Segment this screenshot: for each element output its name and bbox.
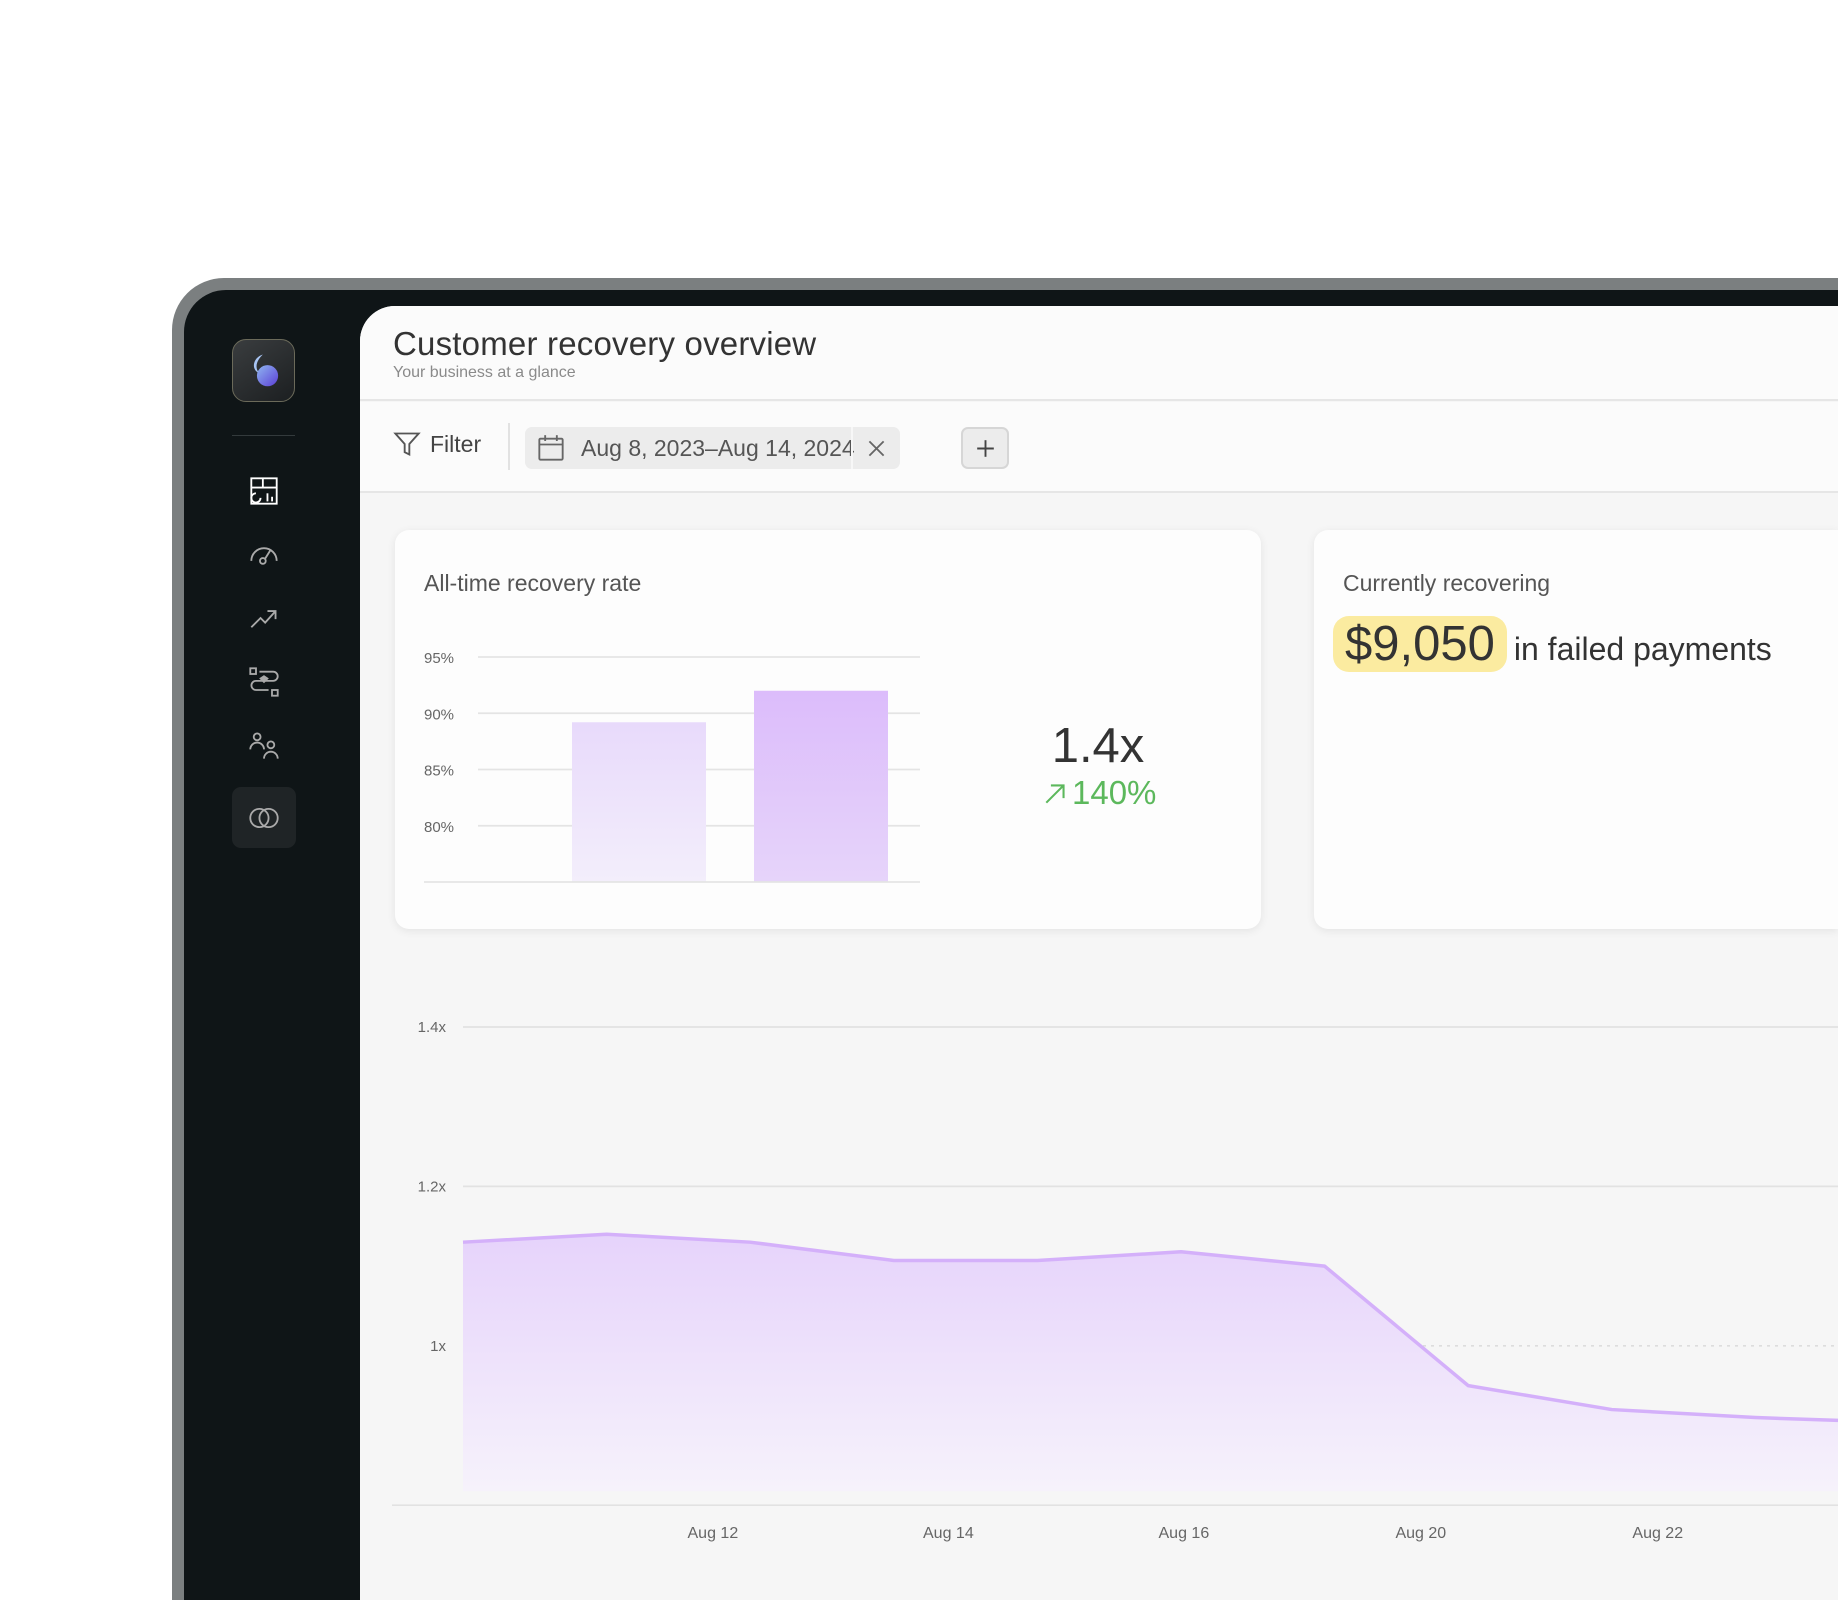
page-subtitle: Your business at a glance (393, 364, 576, 381)
bar-y-tick-label: 85% (424, 763, 454, 780)
sidebar-item-trends[interactable] (232, 587, 296, 648)
change-value: 140% (1072, 774, 1157, 811)
recovery-multiplier: 1.4x 140% (981, 530, 1215, 929)
recovering-amount: $9,050 (1333, 616, 1507, 672)
overlap-circles-icon (249, 807, 279, 828)
bar (754, 690, 888, 882)
logo-icon (253, 354, 278, 386)
recovery-rate-title: All-time recovery rate (424, 570, 642, 596)
x-tick-label: Aug 16 (1159, 1525, 1210, 1542)
sidebar-divider (232, 435, 295, 436)
x-tick-label: Aug 14 (923, 1525, 974, 1542)
date-range-chip[interactable]: Aug 8, 2023–Aug 14, 2024 (525, 427, 900, 469)
change-indicator: 140% (1044, 774, 1156, 812)
line-y-tick-label: 1.2x (418, 1178, 447, 1195)
plus-icon (976, 439, 994, 457)
currently-recovering-card: Currently recovering $9,050 in failed pa… (1314, 530, 1838, 929)
date-range-value: Aug 8, 2023–Aug 14, 2024 (581, 434, 855, 461)
filter-label: Filter (430, 430, 482, 457)
calendar-icon (538, 435, 564, 461)
multiplier-value: 1.4x (1051, 719, 1145, 773)
users-icon (249, 732, 279, 759)
toolbar-divider (508, 423, 510, 470)
sidebar-item-workflows[interactable] (232, 651, 296, 712)
trending-up-icon (250, 609, 277, 628)
page-title: Customer recovery overview (393, 325, 817, 362)
sidebar-item-dashboard[interactable] (232, 460, 296, 521)
recovery-multiplier-line-chart: 1.4x 1.2x 1x Aug 12 Aug 14 Aug 16 Aug 20 Aug 22 (392, 1019, 1838, 1542)
filter-icon (393, 432, 421, 457)
arrow-up-right-icon (1045, 783, 1065, 803)
sidebar-item-customers[interactable] (232, 715, 296, 776)
x-tick-label: Aug 20 (1395, 1525, 1446, 1542)
line-y-tick-label: 1x (430, 1338, 446, 1355)
area-fill (463, 1234, 1838, 1492)
main-content: Customer recovery overview Your business… (360, 306, 1838, 1600)
dashboard-icon (250, 476, 278, 505)
clear-date-button[interactable] (851, 427, 900, 469)
bar (572, 722, 706, 882)
recovering-suffix: in failed payments (1513, 631, 1772, 667)
gauge-icon (250, 546, 278, 565)
recovery-rate-card: All-time recovery rate 95% 90% 85% 80% 1.4x… (395, 530, 1261, 929)
currently-recovering-title: Currently recovering (1343, 570, 1551, 596)
recovery-rate-bar-chart: 95% 90% 85% 80% (424, 650, 920, 883)
bar-y-tick-label: 95% (424, 650, 454, 667)
close-icon (868, 440, 885, 456)
x-tick-label: Aug 22 (1632, 1525, 1683, 1542)
x-tick-label: Aug 12 (688, 1525, 739, 1542)
bar-y-tick-label: 90% (424, 706, 454, 723)
page-header: Customer recovery overview Your business… (360, 306, 1838, 401)
bar-y-tick-label: 80% (424, 819, 454, 836)
sidebar-item-performance[interactable] (232, 523, 296, 584)
sidebar-item-integrations[interactable] (232, 787, 296, 848)
filter-button[interactable]: Filter (393, 430, 481, 458)
workflow-icon (249, 666, 279, 697)
app-logo[interactable] (232, 339, 295, 402)
add-filter-button[interactable] (961, 427, 1009, 469)
filter-bar: Filter Aug 8, 2023–Aug 14, 2024 (360, 402, 1838, 493)
line-y-tick-label: 1.4x (418, 1019, 447, 1036)
